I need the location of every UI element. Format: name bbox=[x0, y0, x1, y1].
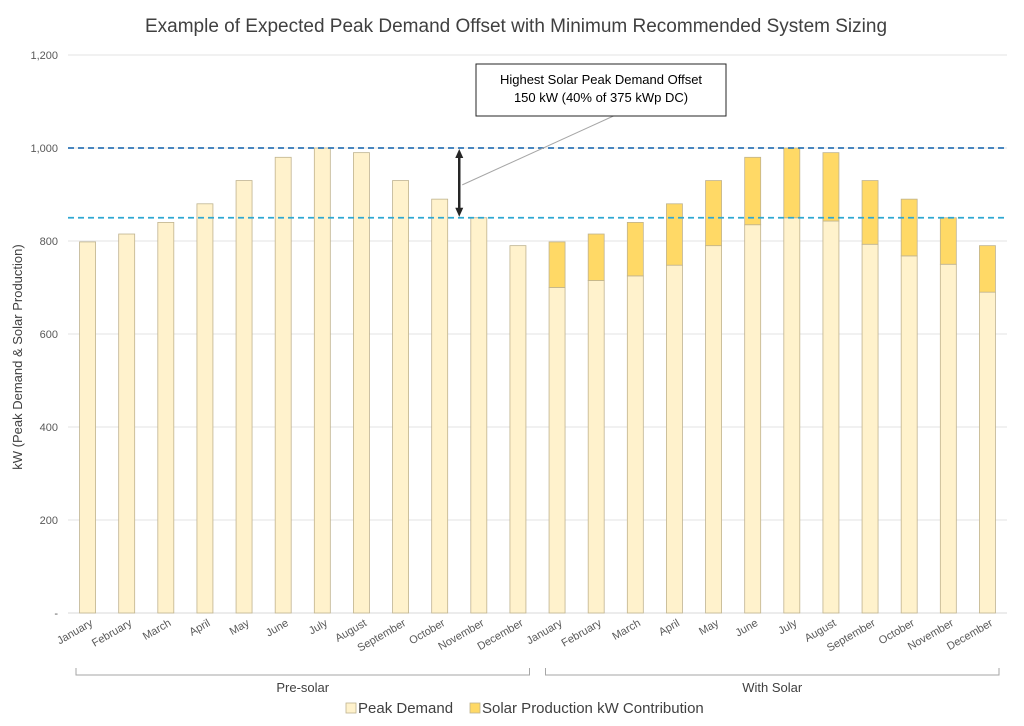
bar-peak-demand bbox=[587, 280, 605, 614]
legend-label-solar-contribution: Solar Production kW Contribution bbox=[482, 700, 704, 717]
bar-peak-demand bbox=[979, 291, 996, 614]
legend-swatch-solar-contribution bbox=[469, 702, 481, 714]
bar-peak-demand bbox=[353, 152, 370, 614]
x-tick-label: April bbox=[657, 617, 682, 638]
y-tick-label: 1,200 bbox=[30, 50, 58, 62]
gridlines bbox=[68, 54, 1007, 614]
x-tick-label: July bbox=[776, 617, 799, 637]
bar-peak-demand bbox=[783, 217, 801, 614]
bar-peak-demand bbox=[861, 243, 879, 614]
bar-peak-demand bbox=[822, 220, 840, 614]
bar-peak-demand bbox=[626, 275, 644, 614]
bar-solar-contribution bbox=[666, 203, 683, 266]
bar-peak-demand bbox=[548, 287, 566, 614]
bar-peak-demand bbox=[274, 156, 292, 614]
y-axis-ticks: - 200 400 600 800 1,000 1,200 bbox=[30, 50, 58, 620]
bar-peak-demand bbox=[79, 241, 96, 614]
bar-solar-contribution bbox=[861, 180, 879, 245]
x-tick-label: March bbox=[610, 617, 642, 643]
group-bracket bbox=[545, 668, 1000, 676]
x-tick-label: January bbox=[55, 617, 95, 647]
annotation-box bbox=[475, 63, 727, 117]
bar-solar-contribution bbox=[744, 156, 762, 226]
bar-solar-contribution bbox=[548, 241, 566, 288]
y-tick-label: 200 bbox=[40, 515, 58, 527]
y-tick-label: 800 bbox=[40, 236, 58, 248]
bar-peak-demand bbox=[157, 221, 175, 614]
bar-solar-contribution bbox=[979, 245, 996, 293]
y-tick-label: 1,000 bbox=[30, 143, 58, 155]
bar-solar-contribution bbox=[705, 180, 722, 247]
bar-peak-demand bbox=[392, 180, 409, 614]
bar-peak-demand bbox=[470, 217, 488, 614]
annotation-text-line-2: 150 kW (40% of 375 kWp DC) bbox=[514, 90, 688, 105]
x-tick-label: February bbox=[560, 617, 605, 650]
bar-peak-demand bbox=[900, 255, 918, 614]
bar-peak-demand bbox=[509, 245, 527, 614]
x-tick-label: March bbox=[141, 617, 173, 643]
y-tick-label: 600 bbox=[40, 329, 58, 341]
annotation-arrowhead-down bbox=[455, 207, 464, 217]
bar-solar-contribution bbox=[783, 147, 801, 219]
annotation-arrowhead-up bbox=[455, 149, 464, 158]
bar-peak-demand bbox=[666, 264, 683, 614]
bar-peak-demand bbox=[118, 233, 136, 614]
offset-annotation: Highest Solar Peak Demand Offset 150 kW … bbox=[455, 63, 727, 217]
x-tick-label: May bbox=[697, 617, 721, 638]
chart-title: Example of Expected Peak Demand Offset w… bbox=[145, 16, 887, 37]
y-axis-label: kW (Peak Demand & Solar Production) bbox=[10, 244, 25, 469]
bar-peak-demand bbox=[744, 224, 762, 614]
legend: Peak Demand Solar Production kW Contribut… bbox=[345, 700, 704, 717]
bar-peak-demand bbox=[431, 198, 449, 614]
x-tick-label: June bbox=[264, 617, 291, 639]
x-tick-label: April bbox=[187, 617, 212, 638]
legend-swatch-peak-demand bbox=[345, 702, 357, 714]
bar-peak-demand bbox=[939, 263, 957, 614]
x-tick-label: June bbox=[734, 617, 761, 639]
y-tick-label: 400 bbox=[40, 422, 58, 434]
x-tick-label: July bbox=[307, 617, 330, 637]
legend-label-peak-demand: Peak Demand bbox=[358, 700, 453, 717]
bar-peak-demand bbox=[235, 180, 253, 614]
group-bracket bbox=[75, 668, 530, 676]
x-tick-label: May bbox=[228, 617, 252, 638]
bar-solar-contribution bbox=[587, 233, 605, 281]
category-groups: Pre-solar With Solar bbox=[75, 668, 1000, 695]
group-label: Pre-solar bbox=[276, 680, 329, 695]
bar-peak-demand bbox=[705, 245, 722, 614]
bars bbox=[79, 147, 996, 614]
bar-solar-contribution bbox=[626, 221, 644, 277]
bar-peak-demand bbox=[196, 203, 214, 614]
x-tick-label: January bbox=[525, 617, 565, 647]
x-tick-label: February bbox=[90, 617, 135, 650]
y-tick-label: - bbox=[54, 608, 58, 620]
reference-lines bbox=[68, 147, 1007, 219]
bar-solar-contribution bbox=[822, 152, 840, 222]
annotation-text-line-1: Highest Solar Peak Demand Offset bbox=[500, 72, 702, 87]
bar-solar-contribution bbox=[900, 198, 918, 257]
annotation-leader-line bbox=[462, 115, 614, 186]
bar-solar-contribution bbox=[939, 217, 957, 265]
group-label: With Solar bbox=[742, 680, 803, 695]
